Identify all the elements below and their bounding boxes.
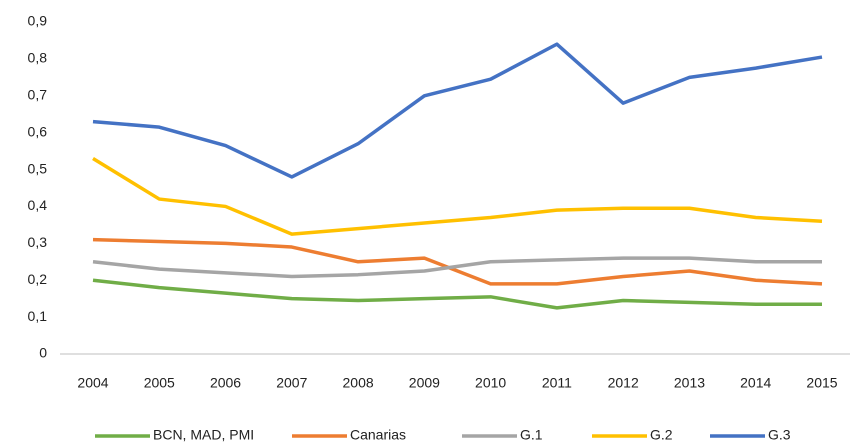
y-tick-label: 0,8 [28, 50, 48, 66]
series-line [92, 256, 822, 279]
x-tick-label: 2009 [409, 375, 440, 391]
x-tick-label: 2015 [806, 375, 837, 391]
x-tick-label: 2014 [740, 375, 771, 391]
legend-label: G.1 [520, 427, 543, 443]
y-tick-label: 0 [39, 345, 47, 361]
y-tick-label: 0,3 [28, 234, 48, 250]
legend-label: Canarias [350, 427, 406, 443]
y-tick-label: 0,7 [28, 86, 48, 102]
x-tick-label: 2007 [276, 375, 307, 391]
x-tick-label: 2012 [608, 375, 639, 391]
y-tick-label: 0,9 [28, 13, 48, 29]
x-tick-label: 2008 [343, 375, 374, 391]
x-tick-label: 2011 [542, 375, 572, 391]
series-line [92, 156, 823, 236]
y-tick-label: 0,6 [28, 123, 48, 139]
series-line [92, 237, 823, 286]
x-tick-label: 2006 [210, 375, 241, 391]
legend-label: G.3 [768, 427, 791, 443]
y-tick-label: 0,4 [28, 197, 48, 213]
y-tick-label: 0,2 [28, 271, 48, 287]
y-tick-label: 0,5 [28, 160, 48, 176]
x-tick-label: 2005 [144, 375, 175, 391]
legend-label: G.2 [650, 427, 673, 443]
legend-label: BCN, MAD, PMI [153, 427, 254, 443]
y-tick-label: 0,1 [28, 308, 48, 324]
series-line [92, 42, 823, 179]
x-tick-label: 2004 [77, 375, 108, 391]
series-line [92, 278, 822, 310]
x-tick-label: 2010 [475, 375, 506, 391]
x-tick-label: 2013 [674, 375, 705, 391]
